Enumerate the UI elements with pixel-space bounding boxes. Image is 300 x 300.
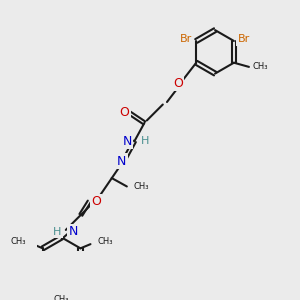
Text: N: N [117, 155, 127, 168]
Text: O: O [119, 106, 129, 119]
Text: O: O [91, 195, 101, 208]
Text: CH₃: CH₃ [134, 182, 149, 191]
Text: N: N [68, 225, 78, 238]
Text: CH₃: CH₃ [54, 295, 69, 300]
Text: CH₃: CH₃ [11, 237, 26, 246]
Text: Br: Br [238, 34, 250, 44]
Text: CH₃: CH₃ [97, 237, 113, 246]
Text: N: N [122, 135, 132, 148]
Text: CH₃: CH₃ [252, 62, 268, 71]
Text: O: O [173, 77, 183, 90]
Text: Br: Br [180, 34, 192, 44]
Text: H: H [141, 136, 149, 146]
Text: H: H [53, 226, 61, 237]
